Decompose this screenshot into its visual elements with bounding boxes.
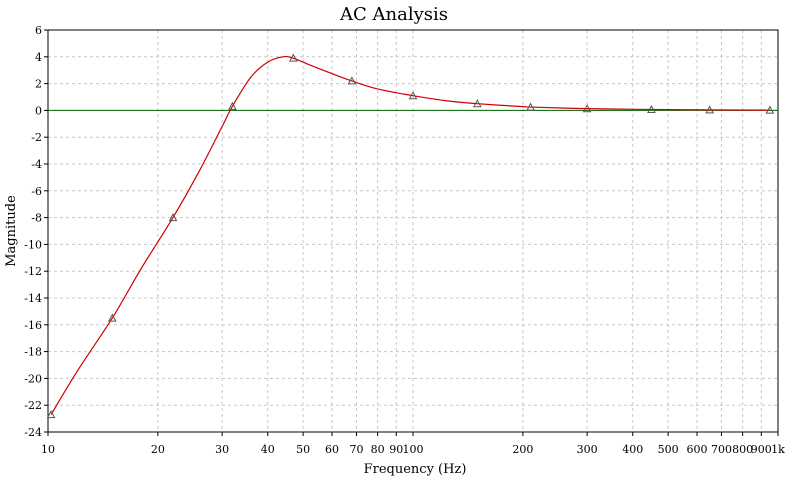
- y-tick-label: -24: [24, 426, 42, 439]
- y-tick-label: 6: [35, 24, 42, 37]
- data-point-marker: [526, 102, 535, 111]
- x-axis-ticks: 10 20 30 40 50 60 70 80 90 100 200 300 400 500 600 700 8…: [41, 432, 785, 456]
- plot-frame: [47, 29, 779, 433]
- x-axis-label: Frequency (Hz): [364, 462, 467, 477]
- grid-lines: [48, 30, 778, 432]
- data-point-marker: [228, 101, 237, 110]
- data-point-marker: [347, 76, 357, 85]
- x-tick-label: 10: [41, 443, 55, 456]
- chart-title: AC Analysis: [339, 4, 448, 25]
- x-tick-label: 400: [622, 443, 643, 456]
- y-tick-label: -22: [24, 399, 42, 412]
- x-tick-label: 90: [389, 443, 403, 456]
- data-point-marker: [765, 105, 775, 114]
- data-point-marker: [168, 213, 178, 222]
- x-tick-label: 100: [403, 443, 424, 456]
- data-point-marker: [288, 53, 298, 62]
- series-line: [50, 55, 770, 415]
- x-tick-label: 600: [687, 443, 708, 456]
- y-tick-label: -8: [31, 212, 42, 225]
- x-tick-label: 30: [215, 443, 229, 456]
- x-tick-label: 50: [296, 443, 310, 456]
- y-tick-label: -16: [24, 319, 42, 332]
- y-axis-label: Magnitude: [4, 195, 19, 267]
- x-tick-label: 70: [349, 443, 363, 456]
- x-tick-label: 80: [371, 443, 385, 456]
- y-tick-label: -2: [31, 131, 42, 144]
- data-point-marker: [46, 410, 56, 419]
- data-point-marker: [107, 313, 117, 322]
- x-tick-label: 200: [512, 443, 533, 456]
- x-tick-label: 1k: [771, 443, 785, 456]
- y-tick-label: -12: [24, 265, 42, 278]
- y-tick-label: 0: [35, 104, 42, 117]
- y-tick-label: -10: [24, 238, 42, 251]
- x-tick-label: 800: [732, 443, 753, 456]
- data-point-marker: [705, 105, 715, 114]
- x-tick-label: 20: [151, 443, 165, 456]
- x-tick-label: 700: [711, 443, 732, 456]
- x-tick-label: 300: [577, 443, 598, 456]
- series-group: [46, 53, 775, 419]
- y-tick-label: -20: [24, 372, 42, 385]
- y-tick-label: -4: [31, 158, 42, 171]
- data-point-marker: [408, 91, 418, 100]
- y-tick-label: 4: [35, 51, 42, 64]
- data-point-marker: [472, 99, 482, 108]
- y-axis-ticks: 6 4 2 0 -2 -4 -6 -8 -10 -12 -14 -16 -18 -20 -22 -24: [24, 24, 48, 439]
- x-tick-label: 60: [325, 443, 339, 456]
- x-tick-label: 40: [261, 443, 275, 456]
- data-point-marker: [647, 104, 656, 113]
- y-tick-label: -14: [24, 292, 42, 305]
- x-tick-label: 500: [658, 443, 679, 456]
- data-point-marker: [582, 104, 592, 113]
- y-tick-label: -18: [24, 346, 42, 359]
- y-tick-label: -6: [31, 185, 42, 198]
- x-tick-label: 900: [751, 443, 772, 456]
- y-tick-label: 2: [35, 78, 42, 91]
